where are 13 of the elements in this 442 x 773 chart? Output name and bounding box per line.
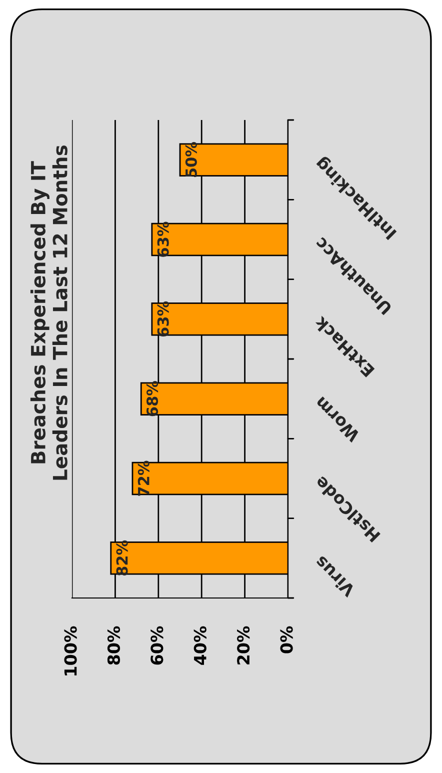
x-tick-label: 100% [64, 626, 77, 676]
data-label: 63% [157, 222, 169, 257]
data-label: 72% [138, 460, 150, 496]
data-label: 50% [185, 142, 197, 177]
text: Breaches Experienced By IT Leaders In The Last 12 Months [30, 146, 68, 480]
data-label: 63% [157, 301, 169, 337]
data-label: 82% [116, 540, 128, 576]
data-label: 68% [146, 381, 158, 416]
x-tick-label: 40% [194, 626, 206, 665]
x-tick-label: 60% [150, 626, 164, 665]
x-tick-label: 20% [237, 626, 250, 664]
x-tick-label: 0% [280, 626, 293, 654]
x-tick-label: 80% [107, 626, 120, 665]
